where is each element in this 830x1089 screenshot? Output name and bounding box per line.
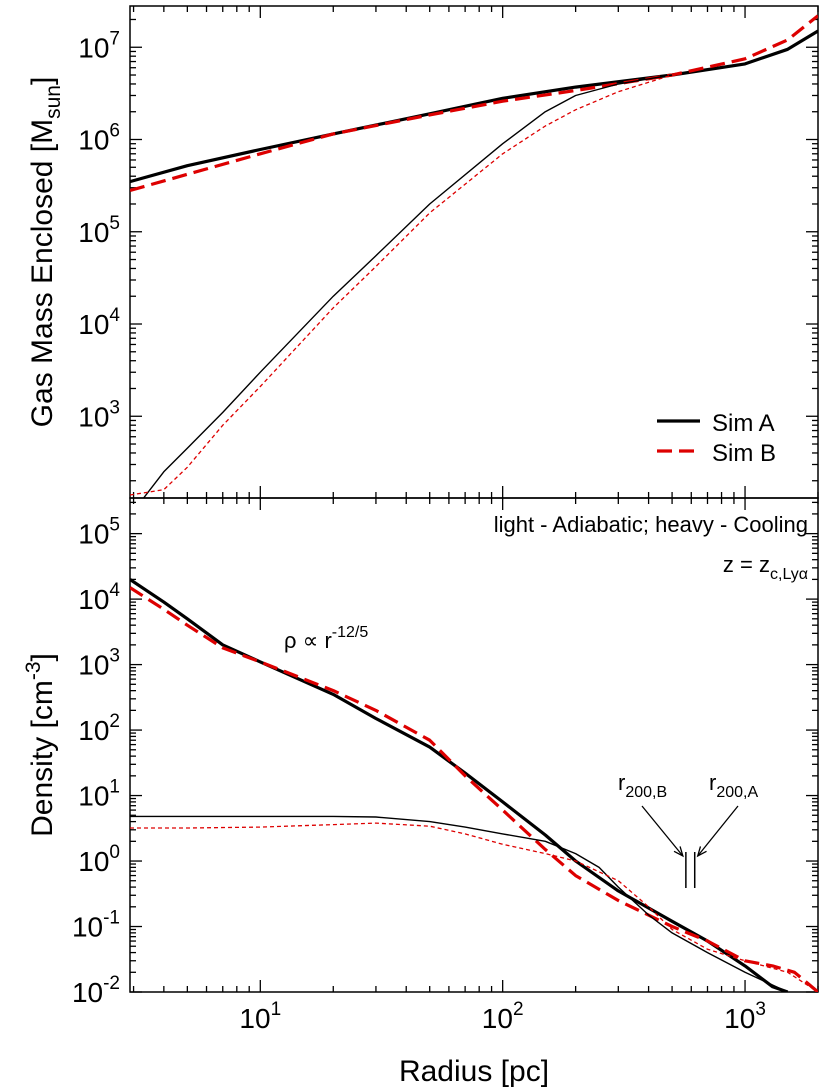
- mass-y-tick-label: 104: [78, 305, 120, 340]
- density-y-axis-label: Density [cm-3]: [22, 653, 59, 837]
- slope-label: ρ ∝ r-12/5: [284, 624, 368, 653]
- mass-y-label-sub: sun: [42, 85, 65, 119]
- mass-series-sim-b-adiabatic: [130, 74, 673, 496]
- mass-y-label-main: Gas Mass Enclosed [M: [26, 119, 59, 427]
- density-y-tick-label: 10-2: [72, 973, 120, 1008]
- mass-series-group: [130, 14, 818, 498]
- redshift-label: z = zc,Lyα: [723, 552, 808, 583]
- x-tick-label: 101: [239, 999, 281, 1034]
- legend: Sim A Sim B: [657, 410, 776, 467]
- density-y-label-main: Density [cm: [26, 680, 59, 837]
- r200a-sub: 200,A: [716, 784, 758, 801]
- density-series-sim-b-cooling: [130, 586, 818, 992]
- legend-label-sim-b: Sim B: [712, 440, 776, 467]
- mass-y-axis-label: Gas Mass Enclosed [Msun]: [26, 77, 65, 428]
- mass-y-label-end: ]: [26, 77, 59, 85]
- r200b-label: r200,B: [618, 770, 667, 801]
- mass-series-sim-b-cooling: [130, 14, 818, 193]
- density-y-tick-label: 10-1: [72, 908, 120, 943]
- mass-y-tick-label: 103: [78, 397, 120, 432]
- density-series-sim-a-cooling: [130, 578, 789, 992]
- mass-y-tick-label: 107: [78, 28, 120, 63]
- x-tick-label: 103: [724, 999, 766, 1034]
- density-y-label-sup: -3: [22, 661, 45, 680]
- slope-main: ρ ∝ r: [284, 628, 332, 653]
- r200b-sub: 200,B: [625, 784, 667, 801]
- r200a-arrow-head: [696, 846, 707, 858]
- slope-sup: -12/5: [332, 624, 369, 641]
- density-y-tick-label: 101: [78, 777, 120, 812]
- model-note: light - Adiabatic; heavy - Cooling: [494, 512, 808, 537]
- density-y-tick-label: 103: [78, 646, 120, 681]
- redshift-sub: c,Lyα: [770, 566, 808, 583]
- legend-label-sim-a: Sim A: [712, 410, 775, 437]
- density-panel: 10-2 10-1 100 101 102 103 104 105 101 102 103 Dens…: [22, 497, 819, 1088]
- density-y-label-end: ]: [26, 653, 59, 661]
- density-ticks: 10-2 10-1 100 101 102 103 104 105 101 102 103: [72, 498, 819, 1034]
- r200b-main: r: [618, 770, 625, 795]
- mass-ticks: 103 104 105 106 107: [78, 6, 819, 498]
- density-series-sim-b-adiabatic: [130, 822, 818, 992]
- r200b-arrow-head: [673, 846, 684, 858]
- x-axis-label: Radius [pc]: [399, 1055, 549, 1088]
- density-y-tick-label: 104: [78, 580, 120, 615]
- density-series-group: [130, 578, 818, 992]
- mass-series-sim-a-adiabatic: [143, 74, 673, 498]
- redshift-main: z = z: [723, 552, 770, 577]
- r200a-label: r200,A: [709, 770, 758, 801]
- mass-y-tick-label: 105: [78, 213, 120, 248]
- r200-markers: [641, 805, 739, 888]
- r200a-main: r: [709, 770, 716, 795]
- mass-series-sim-a-cooling: [130, 29, 818, 184]
- r200b-arrow: [641, 805, 684, 857]
- density-plot-frame: [129, 497, 819, 993]
- x-tick-label: 102: [482, 999, 524, 1034]
- density-y-tick-label: 105: [78, 515, 120, 550]
- mass-y-tick-label: 106: [78, 121, 120, 156]
- r200a-arrow: [697, 805, 739, 857]
- density-series-sim-a-adiabatic: [130, 815, 788, 992]
- density-y-tick-label: 102: [78, 711, 120, 746]
- density-y-tick-label: 100: [78, 842, 120, 877]
- mass-panel: 103 104 105 106 107 Gas Mass Enclosed [Msun]…: [26, 5, 819, 499]
